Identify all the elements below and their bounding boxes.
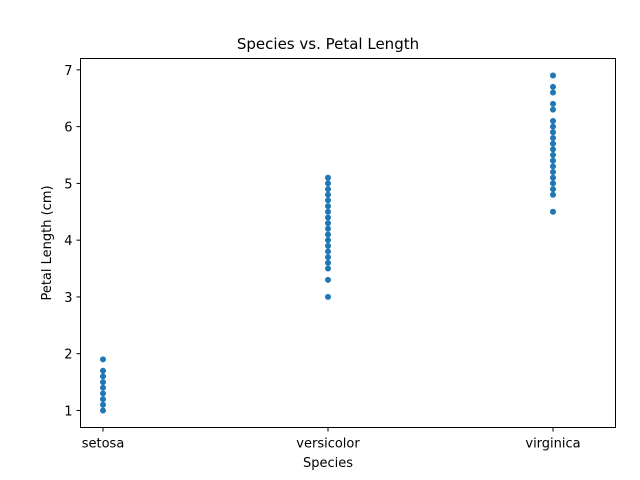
- y-tick-label: 7: [64, 64, 72, 79]
- data-point: [325, 248, 331, 255]
- y-tick-label: 4: [64, 234, 72, 249]
- data-point: [325, 203, 331, 210]
- data-point: [100, 390, 106, 397]
- y-tick-label: 1: [64, 404, 72, 419]
- data-point: [325, 197, 331, 204]
- data-point: [550, 134, 556, 141]
- data-point: [325, 231, 331, 238]
- y-axis: 1 2 3 4 5 6 7: [64, 64, 81, 419]
- y-tick-label: 5: [64, 177, 72, 192]
- data-point: [550, 146, 556, 153]
- data-point: [550, 100, 556, 107]
- data-point: [325, 186, 331, 193]
- data-point: [550, 123, 556, 130]
- x-tick-label: virginica: [525, 437, 580, 452]
- x-axis: setosa versicolor virginica: [82, 427, 581, 452]
- data-point: [550, 89, 556, 96]
- data-point: [325, 191, 331, 198]
- y-tick-label: 6: [64, 121, 72, 136]
- data-points: [100, 72, 556, 414]
- x-tick-label: versicolor: [296, 437, 360, 452]
- data-point: [100, 396, 106, 403]
- data-point: [100, 384, 106, 391]
- data-point: [550, 106, 556, 113]
- data-point: [325, 174, 331, 181]
- data-point: [325, 237, 331, 244]
- data-point: [550, 129, 556, 136]
- data-point: [325, 265, 331, 272]
- plot-frame: [80, 58, 616, 428]
- y-axis-label: Petal Length (cm): [40, 185, 55, 300]
- data-point: [100, 407, 106, 414]
- y-tick-label: 2: [64, 348, 72, 363]
- x-tick-label: setosa: [82, 437, 125, 452]
- data-point: [550, 174, 556, 181]
- data-point: [325, 208, 331, 215]
- data-point: [100, 401, 106, 408]
- data-point: [550, 208, 556, 215]
- data-point: [550, 180, 556, 187]
- y-tick-label: 3: [64, 291, 72, 306]
- data-point: [550, 191, 556, 198]
- data-point: [550, 157, 556, 164]
- data-point: [550, 83, 556, 90]
- data-point: [550, 169, 556, 176]
- data-point: [550, 72, 556, 79]
- x-axis-label: Species: [303, 456, 353, 471]
- data-point: [550, 186, 556, 193]
- data-point: [325, 225, 331, 232]
- data-point: [325, 220, 331, 227]
- data-point: [325, 214, 331, 221]
- chart-title: Species vs. Petal Length: [237, 35, 419, 53]
- data-point: [325, 276, 331, 283]
- data-point: [550, 117, 556, 124]
- data-point: [100, 367, 106, 374]
- data-point: [100, 356, 106, 363]
- data-point: [550, 163, 556, 170]
- data-point: [550, 152, 556, 159]
- data-point: [325, 242, 331, 249]
- data-point: [100, 373, 106, 380]
- data-point: [325, 293, 331, 300]
- data-point: [325, 259, 331, 266]
- data-point: [325, 180, 331, 187]
- data-point: [550, 140, 556, 147]
- data-point: [325, 254, 331, 261]
- data-point: [100, 379, 106, 386]
